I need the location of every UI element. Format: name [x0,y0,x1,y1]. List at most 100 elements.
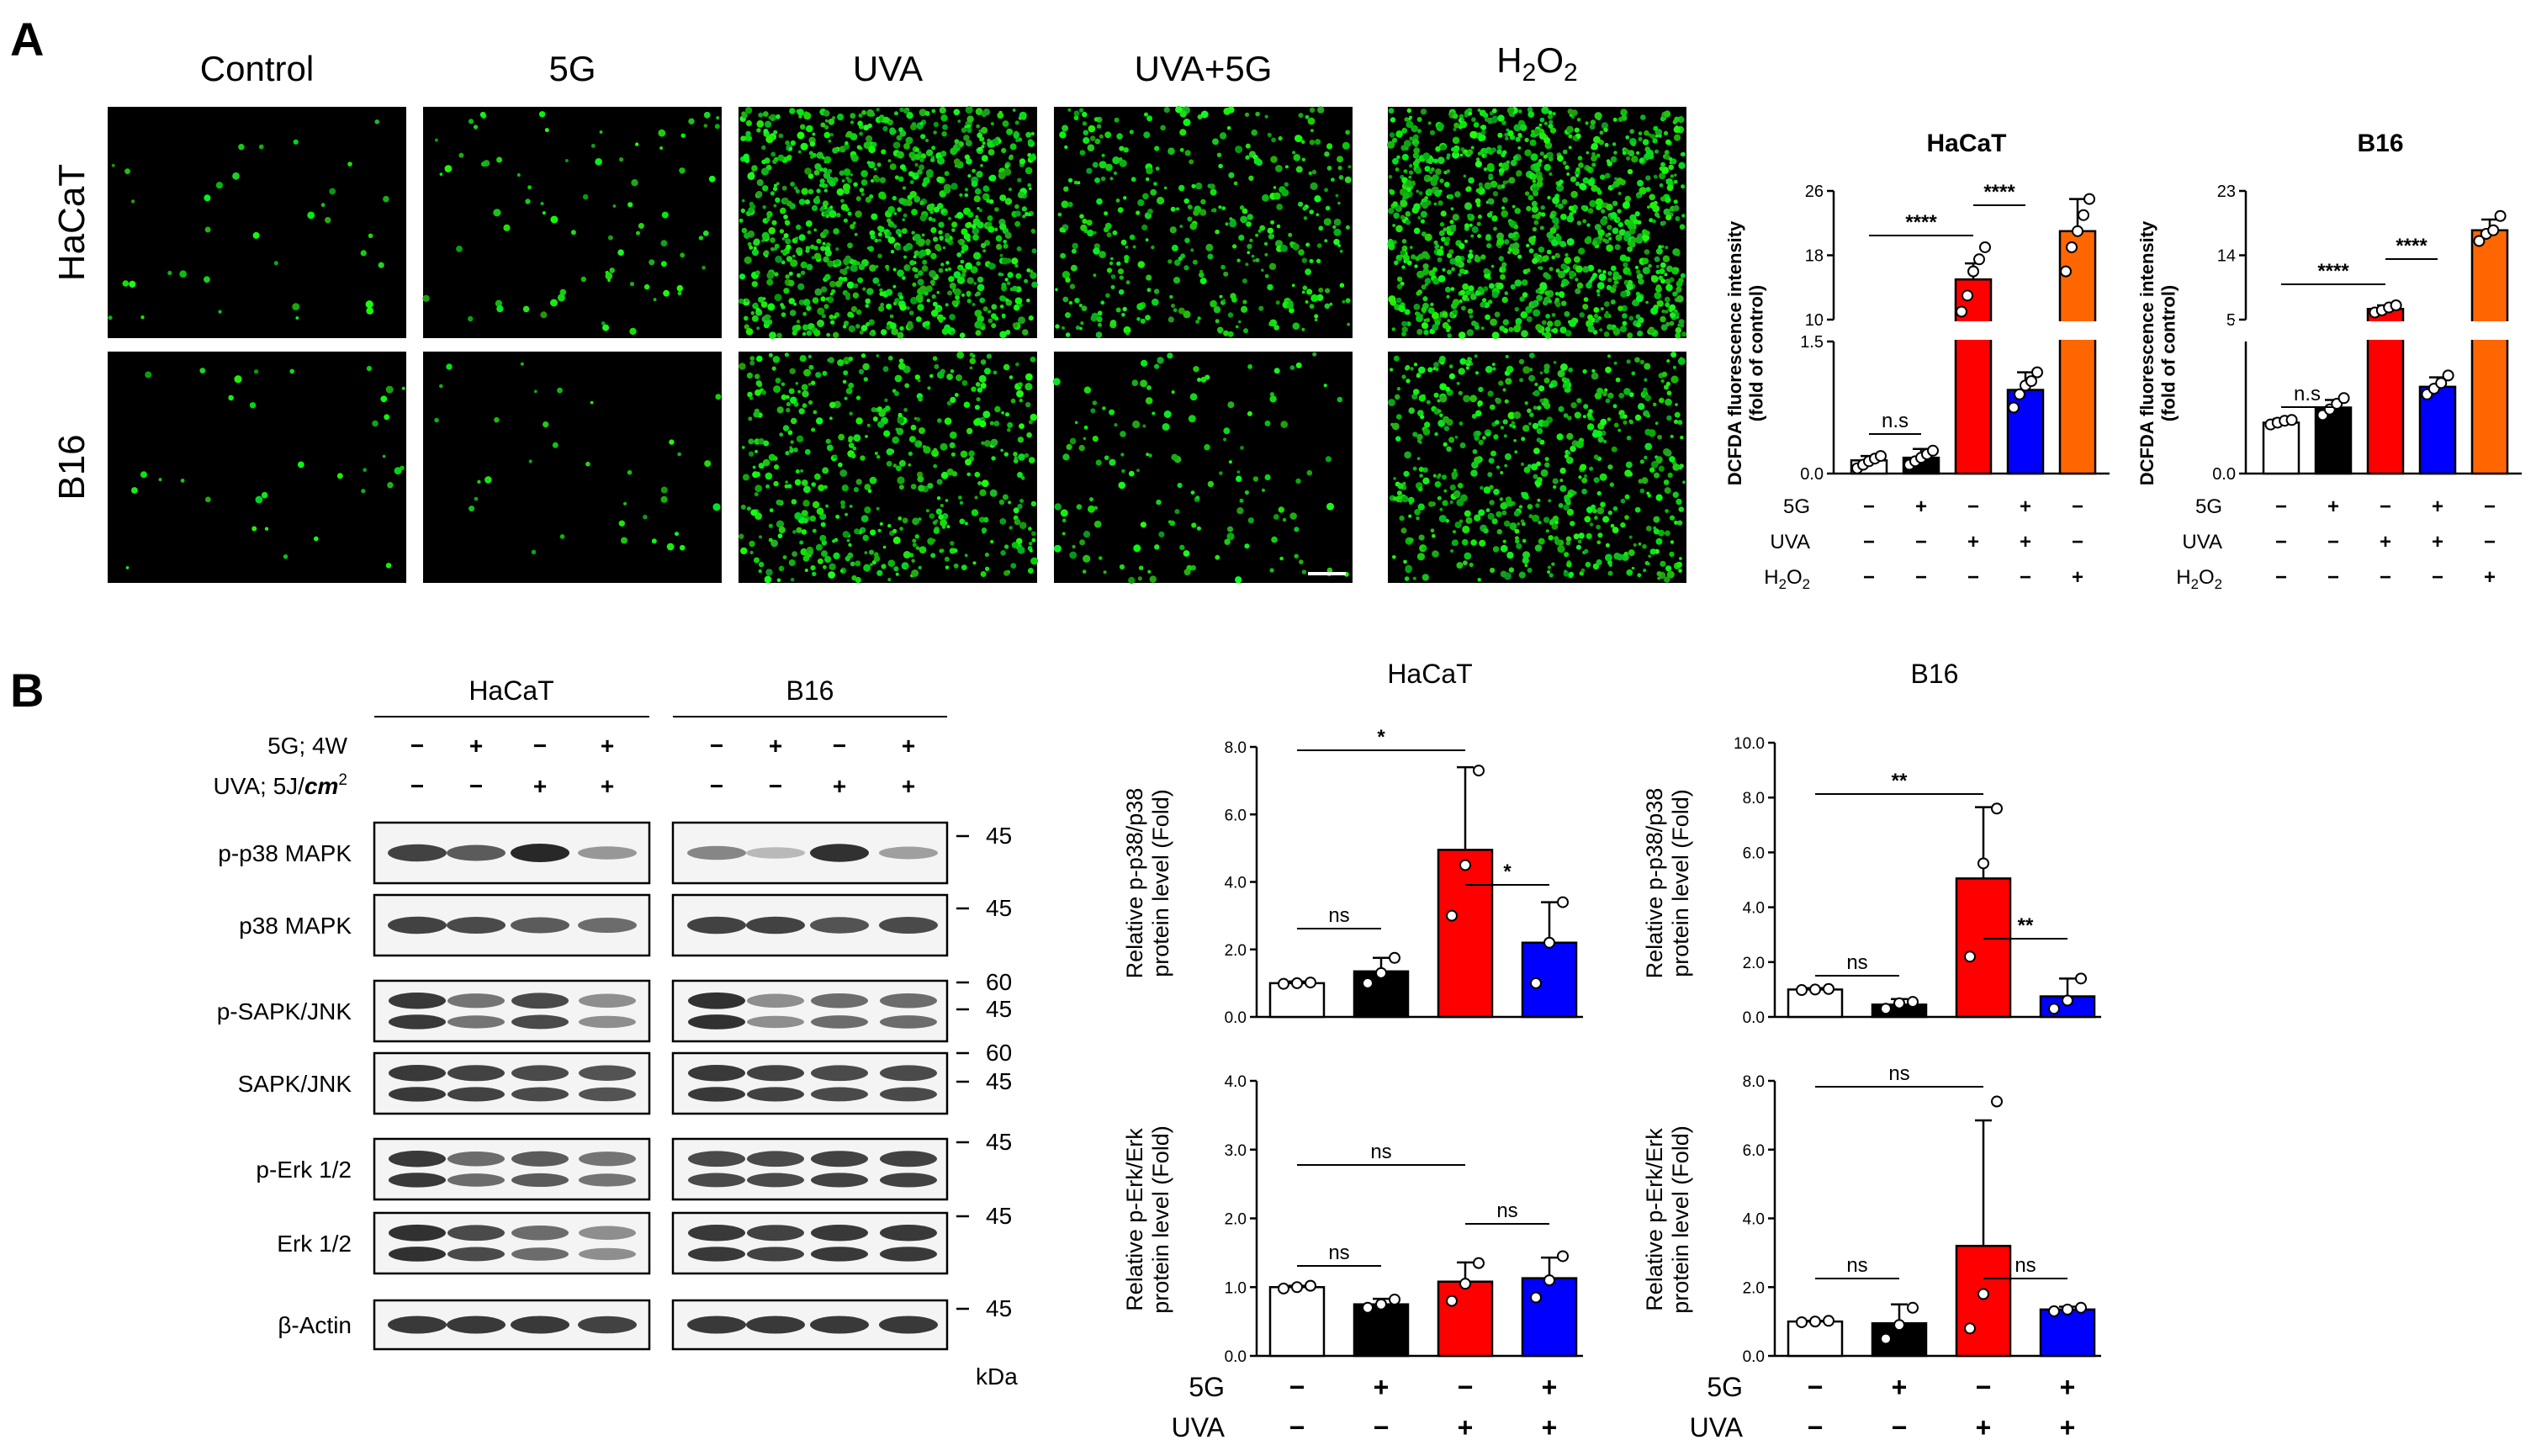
cell-spot [258,144,264,150]
significance-label: ns [1328,1242,1349,1264]
cell-spot [1456,382,1460,385]
blot-band [688,1087,745,1102]
cell-spot [1676,498,1682,506]
cell-spot [913,255,917,259]
cell-spot [924,138,929,143]
cell-spot [758,463,765,469]
cell-spot [1013,304,1020,311]
cell-spot [1012,322,1018,328]
cell-spot [1575,265,1583,273]
cell-spot [1522,557,1530,564]
cell-spot [1422,263,1429,270]
cell-spot [905,136,913,145]
cell-spot [903,551,911,559]
cell-spot [484,476,492,484]
cell-spot [778,526,786,534]
cell-spot [1480,485,1484,490]
cell-spot [976,261,981,267]
cell-spot [975,320,982,328]
cell-spot [919,249,927,257]
cell-spot [1582,368,1587,374]
cell-spot [1429,130,1436,135]
cell-spot [1492,546,1500,553]
cell-spot [960,450,968,458]
cell-spot [1422,296,1428,302]
cell-spot [1591,155,1597,162]
cell-spot [933,206,940,213]
cell-spot [935,508,943,515]
blot-band [687,916,746,934]
cell-spot [1448,193,1454,199]
cell-spot [933,236,939,242]
cell-spot [1210,188,1217,196]
cell-spot [1606,284,1612,290]
cell-spot [1404,451,1411,459]
cell-spot [1595,198,1603,206]
cell-spot [1002,494,1009,500]
cell-spot [991,304,998,310]
cell-spot [1658,245,1662,249]
cell-spot [1574,127,1580,133]
y-tick-label: 10.0 [1734,735,1765,753]
cell-spot [917,379,921,383]
cell-spot [1411,124,1418,133]
cell-spot [807,354,812,359]
cell-spot [1541,106,1549,114]
cell-spot [1558,405,1564,412]
cell-spot [1626,435,1632,441]
cell-spot [1289,365,1295,370]
treatment-sign: + [1458,1412,1474,1443]
cell-spot [913,233,921,241]
panel-b-label: B [10,664,44,717]
cell-spot [837,359,844,367]
cell-spot [969,366,973,370]
cell-spot [1434,481,1442,488]
blot-treatment-sign: + [902,773,915,799]
cell-spot [1403,470,1410,477]
treatment-sign: + [1542,1372,1558,1402]
cell-spot [1610,212,1617,220]
micro-image [1054,105,1353,338]
cell-spot [1409,136,1414,141]
cell-spot [1109,177,1114,181]
cell-spot [911,156,916,161]
cell-spot [908,171,914,177]
cell-spot [1604,172,1611,179]
cell-spot [336,473,343,479]
cell-spot [1406,179,1412,187]
cell-spot [1555,253,1560,259]
cell-spot [1456,562,1464,569]
cell-spot [863,564,871,572]
cell-spot [758,112,764,118]
cell-spot [1512,247,1520,256]
cell-spot [1459,357,1467,365]
bar [1521,941,1578,1019]
cell-spot [824,124,829,130]
cell-spot [1396,283,1403,289]
cell-spot [999,223,1007,230]
cell-spot [1323,384,1327,388]
cell-spot [1643,410,1649,417]
cell-spot [749,360,755,366]
cell-spot [1624,515,1629,520]
cell-spot [1110,257,1114,261]
blot-band [688,1014,745,1030]
cell-spot [749,356,755,361]
cell-spot [887,159,892,163]
cell-spot [1468,177,1474,184]
cell-spot [1649,548,1657,555]
cell-spot [1079,150,1086,156]
cell-spot [898,363,906,370]
cell-spot [898,459,906,467]
cell-spot [758,438,765,445]
cell-spot [1579,183,1586,190]
bar [2262,421,2300,475]
cell-spot [1604,142,1609,147]
cell-spot [932,520,937,525]
cell-spot [1561,300,1567,306]
blot-treatment-sign: − [833,733,846,759]
cell-spot [1602,391,1607,397]
cell-spot [974,188,982,195]
cell-spot [766,278,774,286]
